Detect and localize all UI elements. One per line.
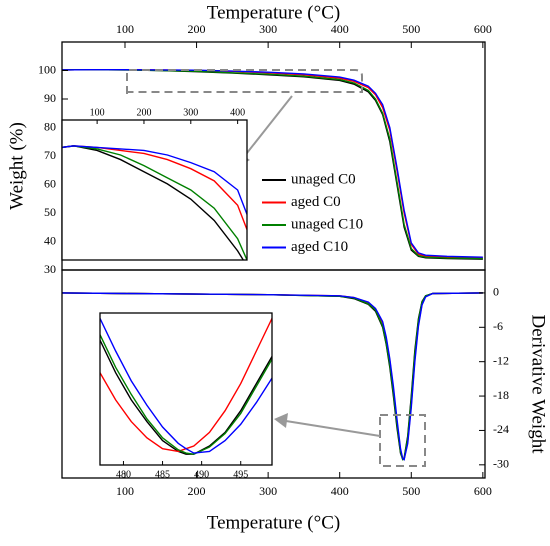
- y-tick-label: 70: [44, 148, 56, 162]
- x-tick-label: 100: [116, 484, 134, 498]
- x-tick-label: 300: [259, 22, 277, 36]
- y-tick-label: 30: [44, 262, 56, 276]
- inset-background: [62, 120, 247, 260]
- x-tick-label: 495: [233, 469, 248, 480]
- x-tick-label: 500: [402, 484, 420, 498]
- main-panels: 100 200 300 400 500 600 30 40 50 60 70 80 90 100 Tempe…: [6, 2, 548, 533]
- x-tick-label: 600: [474, 22, 492, 36]
- arrow: [242, 95, 293, 159]
- zoom-markers: [126, 69, 426, 467]
- insets: 100 200 300 400 480 485 490 495: [61, 107, 273, 480]
- y-tick-label: 0: [493, 285, 499, 299]
- x-tick-label: 500: [402, 22, 420, 36]
- y-axis-label: Weight (%): [6, 122, 27, 210]
- data-line: [62, 145, 247, 215]
- legend: unaged C0 aged C0 unaged C10 aged C10: [262, 171, 363, 255]
- legend-label: aged C0: [291, 194, 341, 210]
- x-tick-label: 100: [90, 107, 105, 118]
- y-tick-label: -6: [493, 319, 503, 333]
- zoom-box: [379, 414, 426, 467]
- x-tick-label: 490: [194, 469, 209, 480]
- y-tick-label: -30: [493, 457, 509, 471]
- x-tick-label: 400: [230, 107, 245, 118]
- data-line: [100, 334, 272, 455]
- x-axis-label: Temperature (°C): [207, 2, 340, 23]
- plot-frame: [61, 269, 486, 479]
- legend-label: aged C10: [291, 239, 348, 255]
- arrow-head: [274, 413, 288, 428]
- panel: 100 200 300 400: [61, 107, 248, 261]
- zoom-box: [126, 69, 363, 94]
- data-line: [62, 292, 483, 461]
- y-tick-label: 40: [44, 233, 56, 247]
- x-tick-label: 300: [183, 107, 198, 118]
- panel: 100 200 300 400 500 600 0 -6 -12 -18 -24 -30 Tempera…: [61, 269, 549, 533]
- legend-label: unaged C10: [291, 216, 363, 232]
- arrow: [285, 420, 381, 437]
- y-tick-label: -12: [493, 353, 509, 367]
- x-axis-label: Temperature (°C): [207, 512, 340, 533]
- x-tick-label: 200: [188, 484, 206, 498]
- x-tick-label: 200: [188, 22, 206, 36]
- y-tick-label: 90: [44, 91, 56, 105]
- x-tick-label: 400: [331, 484, 349, 498]
- legend-label: unaged C0: [291, 171, 356, 187]
- data-line: [62, 145, 245, 260]
- y-tick-label: 50: [44, 205, 56, 219]
- y-tick-label: 80: [44, 119, 56, 133]
- y-tick-label: 100: [38, 62, 56, 76]
- plot-frame: [99, 312, 273, 466]
- y-tick-label: -24: [493, 422, 509, 436]
- x-tick-label: 100: [116, 22, 134, 36]
- x-tick-label: 480: [116, 469, 131, 480]
- y-tick-label: 60: [44, 176, 56, 190]
- x-tick-label: 600: [474, 484, 492, 498]
- x-tick-label: 400: [331, 22, 349, 36]
- x-tick-label: 200: [136, 107, 151, 118]
- data-line: [100, 339, 272, 455]
- x-tick-label: 485: [155, 469, 170, 480]
- x-tick-label: 300: [259, 484, 277, 498]
- data-line: [100, 318, 272, 454]
- panel: 480 485 490 495: [99, 312, 273, 480]
- y-axis-label: Derivative Weight: [528, 315, 549, 455]
- data-line: [62, 145, 247, 260]
- plot-frame: [61, 119, 248, 261]
- y-tick-label: -18: [493, 388, 509, 402]
